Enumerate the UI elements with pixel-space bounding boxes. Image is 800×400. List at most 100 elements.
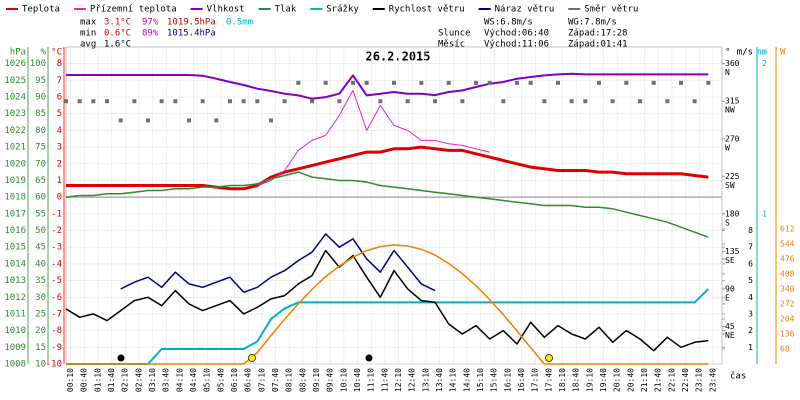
y-tick-label: 8 bbox=[57, 59, 62, 69]
y-tick-label: 2 bbox=[57, 159, 62, 169]
y-tick-label: 55 bbox=[35, 209, 46, 219]
y-tick-label: 1019 bbox=[4, 176, 26, 186]
y-tick-label: 6 bbox=[57, 93, 62, 103]
y-tick-name: S bbox=[725, 218, 730, 227]
legend-label: Srážky bbox=[326, 5, 359, 15]
y-tick-label: 1021 bbox=[4, 143, 26, 153]
y-tick-label: 15 bbox=[35, 343, 46, 353]
legend-label: Směr větru bbox=[584, 5, 638, 15]
series-line bbox=[66, 72, 709, 100]
y-tick-label: 1 bbox=[762, 209, 767, 218]
wind-direction-point bbox=[433, 99, 437, 104]
y-tick-label: 135 bbox=[725, 247, 740, 256]
x-tick-label: 12:40 bbox=[408, 368, 417, 392]
axis-unit: % bbox=[41, 48, 47, 58]
y-tick-label: 20 bbox=[35, 326, 46, 336]
x-tick-label: 20:40 bbox=[626, 368, 635, 392]
stat-temp: 1.6°C bbox=[104, 40, 131, 50]
y-tick-label: 68 bbox=[780, 344, 790, 353]
chart-title: 26.2.2015 bbox=[365, 50, 430, 64]
legend-label: Přízemní teplota bbox=[90, 5, 177, 15]
x-tick-label: 10:40 bbox=[353, 368, 362, 392]
x-tick-label: 14:10 bbox=[449, 368, 458, 392]
y-tick-label: 6 bbox=[748, 259, 753, 268]
x-tick-label: 15:40 bbox=[490, 368, 499, 392]
wind-direction-point bbox=[569, 99, 574, 104]
x-tick-label: 04:40 bbox=[189, 368, 198, 392]
x-tick-label: 21:10 bbox=[640, 368, 649, 392]
y-tick-label: 3 bbox=[748, 309, 753, 318]
y-tick-label: -4 bbox=[51, 259, 62, 269]
wind-direction-point bbox=[392, 80, 396, 85]
y-tick-label: 100 bbox=[30, 59, 46, 69]
wind-speed-max: WS:6.8m/s bbox=[484, 18, 533, 28]
wind-direction-point bbox=[679, 80, 683, 85]
moon-set-icon bbox=[117, 354, 125, 362]
wind-direction-point bbox=[187, 118, 191, 123]
wind-direction-point bbox=[228, 99, 232, 104]
x-tick-label: 07:10 bbox=[257, 368, 266, 392]
y-tick-label: 5 bbox=[748, 276, 753, 285]
x-tick-label: 08:10 bbox=[285, 368, 294, 392]
y-tick-label: 1017 bbox=[4, 209, 26, 219]
y-tick-label: 270 bbox=[725, 134, 740, 143]
wind-direction-point bbox=[241, 99, 246, 104]
wind-direction-point bbox=[638, 99, 642, 104]
stat-rain: 0.5mm bbox=[226, 18, 253, 28]
moon-label: Měsíc bbox=[438, 40, 465, 50]
y-tick-label: 1015 bbox=[4, 243, 26, 253]
wind-direction-point bbox=[692, 99, 697, 104]
y-tick-name: SE bbox=[725, 256, 735, 265]
y-tick-label: 1026 bbox=[4, 59, 26, 69]
x-tick-label: 13:40 bbox=[435, 368, 444, 392]
y-tick-name: SW bbox=[725, 181, 735, 190]
x-tick-label: 05:40 bbox=[216, 368, 225, 392]
wind-direction-point bbox=[474, 80, 478, 85]
y-tick-label: 1012 bbox=[4, 293, 26, 303]
wind-direction-point bbox=[118, 118, 123, 123]
y-tick-label: 2 bbox=[748, 326, 753, 335]
y-tick-label: -5 bbox=[51, 276, 62, 286]
y-tick-label: 544 bbox=[780, 239, 795, 248]
series-line bbox=[66, 244, 709, 365]
x-tick-label: 09:10 bbox=[312, 368, 321, 392]
x-tick-label: 01:10 bbox=[93, 368, 102, 392]
wind-direction-point bbox=[105, 99, 109, 104]
wind-direction-point bbox=[282, 99, 287, 104]
wind-direction-point bbox=[665, 99, 670, 104]
y-tick-label: 1010 bbox=[4, 326, 26, 336]
wind-direction-point bbox=[610, 99, 615, 104]
wind-direction-point bbox=[337, 99, 342, 104]
y-tick-label: -10 bbox=[46, 360, 62, 370]
sunset-icon bbox=[545, 354, 553, 362]
x-tick-label: 09:40 bbox=[326, 368, 335, 392]
wind-direction-point bbox=[296, 80, 301, 85]
y-tick-label: 1024 bbox=[4, 93, 26, 103]
y-tick-label: 30 bbox=[35, 293, 46, 303]
wind-direction-point bbox=[269, 118, 273, 123]
x-tick-label: 15:10 bbox=[476, 368, 485, 392]
wind-direction-point bbox=[132, 99, 137, 104]
x-tick-label: 05:10 bbox=[203, 368, 212, 392]
y-tick-name: NE bbox=[725, 331, 735, 340]
x-tick-label: 16:40 bbox=[517, 368, 526, 392]
y-tick-label: 204 bbox=[780, 314, 795, 323]
y-tick-label: 1013 bbox=[4, 276, 26, 286]
stat-press: 1015.4hPa bbox=[167, 29, 216, 39]
wind-direction-point bbox=[159, 99, 164, 104]
y-tick-label: 272 bbox=[780, 299, 795, 308]
y-tick-label: 8 bbox=[748, 226, 753, 235]
y-tick-label: 1016 bbox=[4, 226, 26, 236]
y-tick-label: 45 bbox=[35, 243, 46, 253]
legend-label: Tlak bbox=[275, 5, 297, 15]
legend-label: Rychlost větru bbox=[389, 5, 465, 15]
axis-unit: ° bbox=[725, 48, 730, 58]
wind-direction-point bbox=[706, 80, 711, 85]
stat-label: avg bbox=[80, 40, 96, 50]
y-tick-label: 35 bbox=[35, 276, 46, 286]
y-tick-label: -7 bbox=[51, 309, 62, 319]
x-tick-label: 12:10 bbox=[394, 368, 403, 392]
y-tick-label: 80 bbox=[35, 126, 46, 136]
series-line bbox=[65, 171, 709, 238]
